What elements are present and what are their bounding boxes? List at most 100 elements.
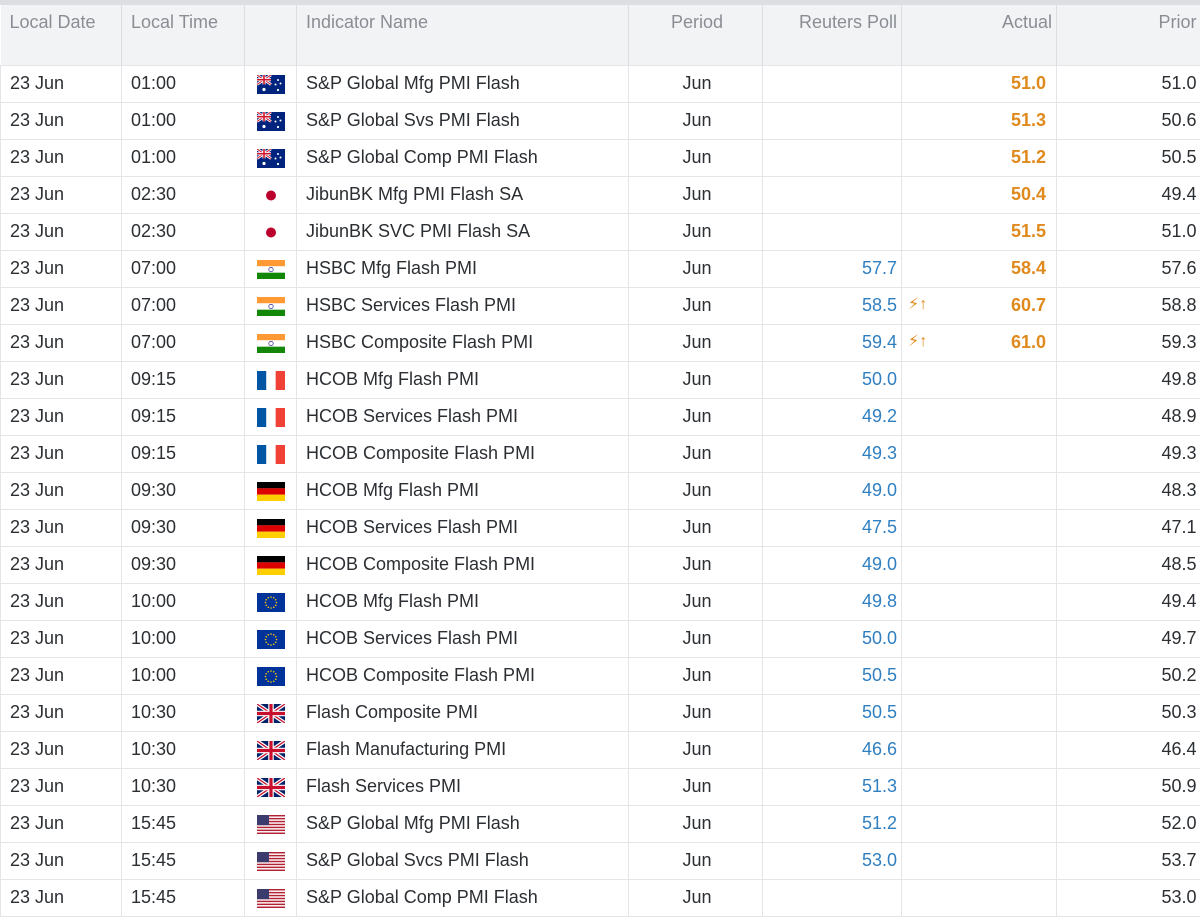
indicator-name-cell[interactable]: S&P Global Svcs PMI Flash: [296, 842, 629, 880]
actual-value: 51.2: [1010, 147, 1046, 167]
table-row[interactable]: 23 Jun 09:30 HCOB Mfg Flash PMI Jun 49.0 48.3: [0, 472, 1200, 510]
local-time-cell: 01:00: [121, 102, 245, 140]
table-row[interactable]: 23 Jun 09:15 HCOB Services Flash PMI Jun 49.…: [0, 398, 1200, 436]
table-row[interactable]: 23 Jun 10:00 HCOB Services Flash PMI Jun 50.…: [0, 620, 1200, 658]
table-row[interactable]: 23 Jun 10:00 HCOB Mfg Flash PMI Jun 49.8 49.4: [0, 583, 1200, 621]
table-row[interactable]: 23 Jun 10:30 Flash Composite PMI Jun 50.5 50.…: [0, 694, 1200, 732]
reuters-poll-cell: 50.5: [762, 694, 902, 732]
table-row[interactable]: 23 Jun 02:30 JibunBK Mfg PMI Flash SA Jun 50…: [0, 176, 1200, 214]
flag-cell: [244, 324, 297, 362]
actual-cell: [901, 731, 1057, 769]
indicator-name-cell[interactable]: HCOB Services Flash PMI: [296, 398, 629, 436]
local-time-cell: 09:30: [121, 546, 245, 584]
indicator-name-cell[interactable]: HCOB Composite Flash PMI: [296, 657, 629, 695]
indicator-name-cell[interactable]: HSBC Composite Flash PMI: [296, 324, 629, 362]
prior-cell: 48.5: [1056, 546, 1200, 584]
indicator-name-cell[interactable]: S&P Global Comp PMI Flash: [296, 139, 629, 177]
actual-cell: 51.5: [901, 213, 1057, 251]
local-time-cell: 09:15: [121, 398, 245, 436]
column-header-period[interactable]: Period: [628, 5, 763, 65]
india-flag-icon: [256, 333, 285, 353]
column-header-local-date[interactable]: Local Date: [0, 5, 122, 65]
us-flag-icon: [256, 888, 285, 908]
flag-cell: [244, 250, 297, 288]
flag-cell: [244, 657, 297, 695]
table-row[interactable]: 23 Jun 10:30 Flash Services PMI Jun 51.3 50.9: [0, 768, 1200, 806]
table-row[interactable]: 23 Jun 07:00 HSBC Services Flash PMI Jun 58.…: [0, 287, 1200, 325]
indicator-name-cell[interactable]: S&P Global Mfg PMI Flash: [296, 805, 629, 843]
indicator-name-cell[interactable]: JibunBK SVC PMI Flash SA: [296, 213, 629, 251]
actual-cell: 50.4: [901, 176, 1057, 214]
surprise-icon: ⚡↑: [908, 332, 928, 350]
uk-flag-icon: [256, 703, 285, 723]
actual-cell: [901, 509, 1057, 547]
table-row[interactable]: 23 Jun 15:45 S&P Global Mfg PMI Flash Jun 51…: [0, 805, 1200, 843]
actual-cell: [901, 842, 1057, 880]
indicator-name-cell[interactable]: Flash Services PMI: [296, 768, 629, 806]
table-body: 23 Jun 01:00 S&P Global Mfg PMI Flash Jun 51…: [0, 64, 1200, 917]
indicator-name-cell[interactable]: HCOB Mfg Flash PMI: [296, 583, 629, 621]
australia-flag-icon: [256, 111, 285, 131]
indicator-name-cell[interactable]: HSBC Services Flash PMI: [296, 287, 629, 325]
table-row[interactable]: 23 Jun 07:00 HSBC Mfg Flash PMI Jun 57.7 58.4…: [0, 250, 1200, 288]
local-time-cell: 10:00: [121, 657, 245, 695]
table-row[interactable]: 23 Jun 15:45 S&P Global Comp PMI Flash Jun 5…: [0, 879, 1200, 917]
indicator-name-cell[interactable]: HCOB Mfg Flash PMI: [296, 361, 629, 399]
table-row[interactable]: 23 Jun 09:30 HCOB Composite Flash PMI Jun 49…: [0, 546, 1200, 584]
actual-cell: 51.3: [901, 102, 1057, 140]
table-row[interactable]: 23 Jun 02:30 JibunBK SVC PMI Flash SA Jun 51…: [0, 213, 1200, 251]
table-row[interactable]: 23 Jun 15:45 S&P Global Svcs PMI Flash Jun 5…: [0, 842, 1200, 880]
table-row[interactable]: 23 Jun 01:00 S&P Global Mfg PMI Flash Jun 51…: [0, 64, 1200, 103]
actual-cell: [901, 472, 1057, 510]
local-date-cell: 23 Jun: [0, 583, 122, 621]
actual-cell: ⚡↑ 60.7: [901, 287, 1057, 325]
flag-cell: [244, 139, 297, 177]
header-row: Local Date Local Time Indicator Name Per…: [0, 5, 1200, 65]
indicator-name-cell[interactable]: HCOB Services Flash PMI: [296, 509, 629, 547]
period-cell: Jun: [628, 768, 763, 806]
column-header-indicator-name[interactable]: Indicator Name: [296, 5, 629, 65]
column-header-actual[interactable]: Actual: [901, 5, 1057, 65]
reuters-poll-cell: [762, 176, 902, 214]
local-date-cell: 23 Jun: [0, 139, 122, 177]
table-row[interactable]: 23 Jun 01:00 S&P Global Svs PMI Flash Jun 51…: [0, 102, 1200, 140]
germany-flag-icon: [256, 518, 285, 538]
table-row[interactable]: 23 Jun 10:00 HCOB Composite Flash PMI Jun 50…: [0, 657, 1200, 695]
reuters-poll-cell: 46.6: [762, 731, 902, 769]
period-cell: Jun: [628, 102, 763, 140]
flag-cell: [244, 176, 297, 214]
indicator-name-cell[interactable]: Flash Composite PMI: [296, 694, 629, 732]
actual-cell: [901, 879, 1057, 917]
indicator-name-cell[interactable]: S&P Global Comp PMI Flash: [296, 879, 629, 917]
period-cell: Jun: [628, 361, 763, 399]
indicator-name-cell[interactable]: Flash Manufacturing PMI: [296, 731, 629, 769]
prior-cell: 49.7: [1056, 620, 1200, 658]
indicator-name-cell[interactable]: S&P Global Svs PMI Flash: [296, 102, 629, 140]
local-time-cell: 10:30: [121, 768, 245, 806]
indicator-name-cell[interactable]: JibunBK Mfg PMI Flash SA: [296, 176, 629, 214]
column-header-local-time[interactable]: Local Time: [121, 5, 245, 65]
indicator-name-cell[interactable]: S&P Global Mfg PMI Flash: [296, 64, 629, 103]
indicator-name-cell[interactable]: HCOB Services Flash PMI: [296, 620, 629, 658]
indicator-name-cell[interactable]: HCOB Mfg Flash PMI: [296, 472, 629, 510]
actual-cell: [901, 583, 1057, 621]
column-header-reuters-poll[interactable]: Reuters Poll: [762, 5, 902, 65]
indicator-name-cell[interactable]: HCOB Composite Flash PMI: [296, 435, 629, 473]
local-date-cell: 23 Jun: [0, 694, 122, 732]
table-row[interactable]: 23 Jun 09:30 HCOB Services Flash PMI Jun 47.…: [0, 509, 1200, 547]
local-date-cell: 23 Jun: [0, 731, 122, 769]
table-row[interactable]: 23 Jun 09:15 HCOB Mfg Flash PMI Jun 50.0 49.8: [0, 361, 1200, 399]
table-row[interactable]: 23 Jun 10:30 Flash Manufacturing PMI Jun 46.…: [0, 731, 1200, 769]
local-date-cell: 23 Jun: [0, 509, 122, 547]
indicator-name-cell[interactable]: HCOB Composite Flash PMI: [296, 546, 629, 584]
reuters-poll-cell: 49.2: [762, 398, 902, 436]
indicator-name-cell[interactable]: HSBC Mfg Flash PMI: [296, 250, 629, 288]
uk-flag-icon: [256, 777, 285, 797]
table-row[interactable]: 23 Jun 09:15 HCOB Composite Flash PMI Jun 49…: [0, 435, 1200, 473]
flag-cell: [244, 287, 297, 325]
table-row[interactable]: 23 Jun 07:00 HSBC Composite Flash PMI Jun 59…: [0, 324, 1200, 362]
germany-flag-icon: [256, 481, 285, 501]
table-row[interactable]: 23 Jun 01:00 S&P Global Comp PMI Flash Jun 5…: [0, 139, 1200, 177]
column-header-prior[interactable]: Prior: [1056, 5, 1200, 65]
